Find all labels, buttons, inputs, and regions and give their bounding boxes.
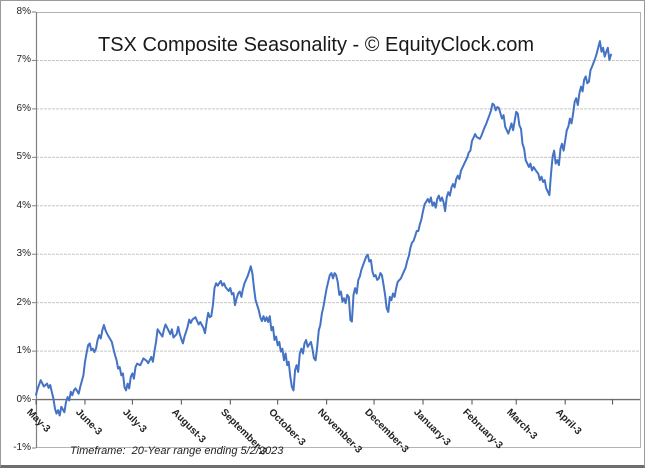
y-axis-label: 3% (16, 248, 31, 260)
y-axis-label: 1% (16, 345, 31, 357)
y-axis-label: 7% (16, 54, 31, 66)
y-axis-label: 6% (16, 102, 31, 114)
timeframe-note: Timeframe: 20-Year range ending 5/2/2023 (70, 445, 284, 457)
plot-area (32, 11, 641, 449)
y-axis-label: 0% (16, 393, 31, 405)
y-axis-label: 5% (16, 151, 31, 163)
seasonality-line (35, 40, 612, 417)
y-axis-label: 4% (16, 199, 31, 211)
chart-title: TSX Composite Seasonality - © EquityCloc… (97, 34, 534, 56)
plot-border (36, 12, 641, 448)
y-axis-label: 2% (16, 296, 31, 308)
y-axis-label: 8% (16, 6, 31, 17)
y-axis-label: -1% (13, 442, 31, 453)
